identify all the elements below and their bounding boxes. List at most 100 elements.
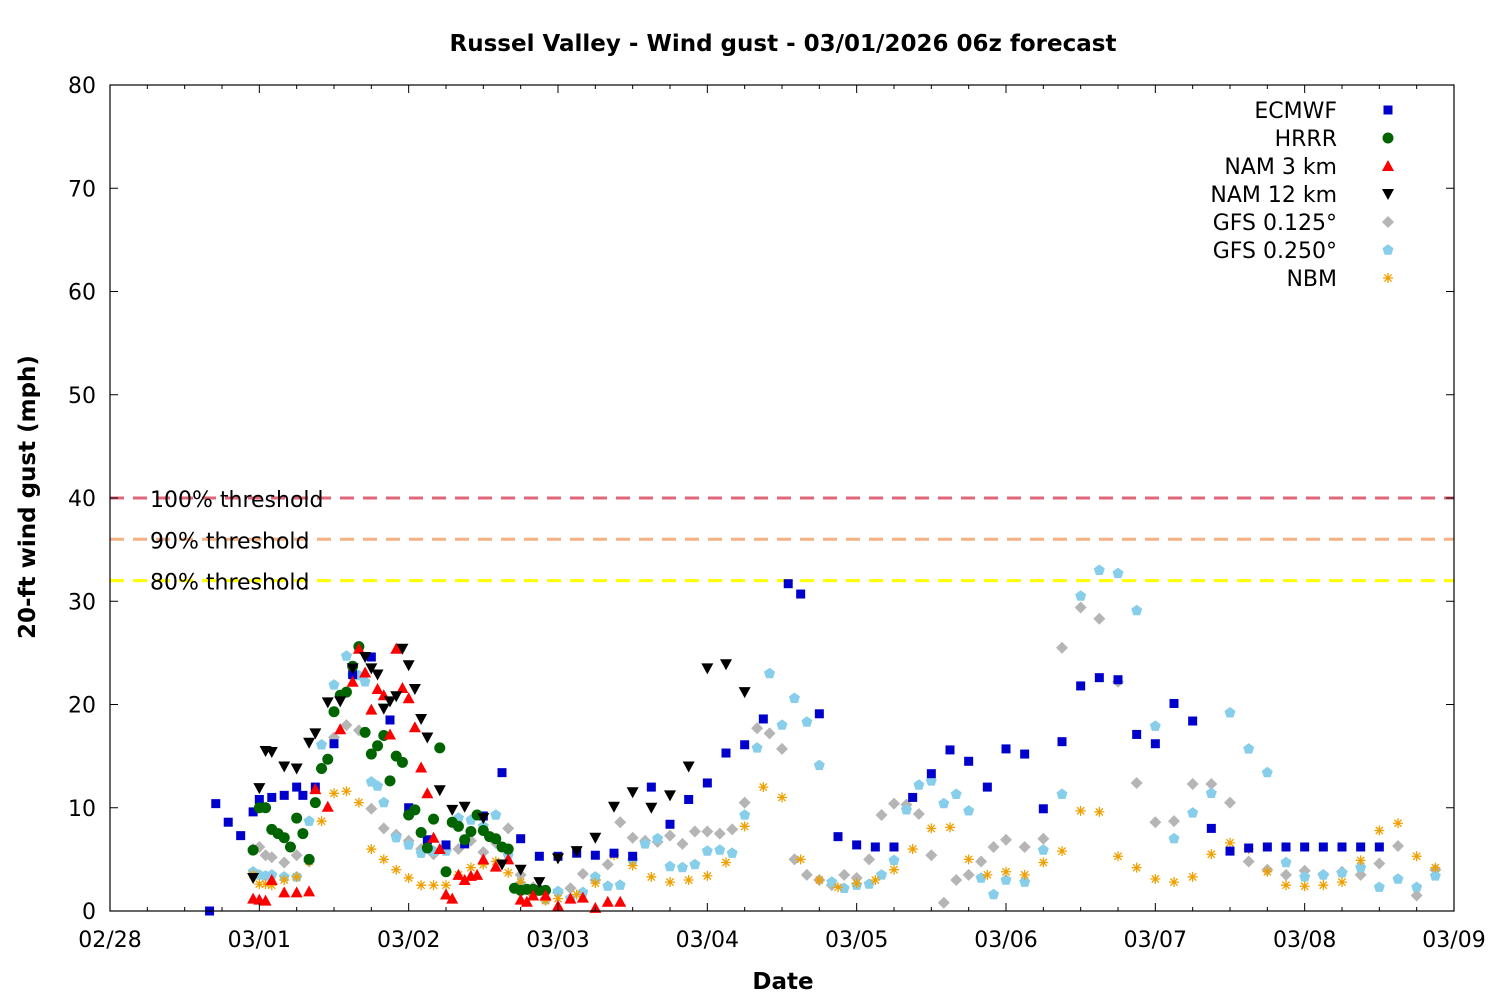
data-point: [1300, 842, 1310, 852]
data-point: [465, 862, 476, 873]
data-point: [290, 886, 303, 898]
data-point: [421, 787, 434, 799]
data-point: [290, 763, 303, 775]
data-point: [1093, 564, 1105, 575]
data-point: [396, 681, 409, 693]
data-point: [534, 851, 544, 861]
data-point: [477, 813, 490, 825]
data-point: [446, 892, 459, 904]
data-point: [1280, 868, 1292, 881]
y-tick-label: 50: [68, 384, 96, 409]
data-point: [427, 831, 440, 843]
data-point: [458, 874, 471, 886]
data-point: [665, 877, 675, 888]
legend-label: NBM: [1286, 267, 1337, 292]
data-point: [1075, 590, 1087, 601]
data-point: [1281, 842, 1291, 852]
data-point: [1392, 873, 1404, 884]
chart-title: Russel Valley - Wind gust - 03/01/2026 0…: [450, 31, 1117, 57]
data-point: [385, 715, 395, 725]
legend-marker: [1382, 132, 1394, 144]
data-point: [1242, 855, 1255, 868]
data-point: [937, 896, 950, 909]
data-point: [740, 740, 750, 750]
data-point: [1373, 881, 1385, 892]
data-point: [496, 859, 508, 871]
data-point: [1337, 877, 1347, 888]
data-point: [352, 642, 365, 654]
data-point: [608, 801, 620, 813]
legend-label: NAM 3 km: [1224, 155, 1337, 180]
y-axis-title: 20-ft wind gust (mph): [15, 355, 41, 639]
data-point: [211, 799, 221, 809]
data-point: [851, 878, 862, 889]
data-point: [346, 663, 359, 675]
data-point: [459, 834, 471, 846]
data-point: [1224, 796, 1236, 809]
data-point: [384, 775, 396, 787]
data-point: [1113, 851, 1123, 862]
data-point: [321, 800, 334, 812]
x-tick-label: 03/01: [228, 928, 291, 953]
data-point: [1187, 871, 1198, 882]
data-point: [683, 875, 694, 886]
data-point: [1131, 862, 1142, 873]
data-point: [316, 763, 328, 775]
data-point: [1374, 842, 1384, 852]
data-point: [428, 813, 440, 825]
data-point: [278, 832, 290, 844]
y-tick-label: 0: [82, 900, 96, 925]
data-point: [814, 709, 824, 719]
data-point: [452, 868, 465, 880]
data-point: [1169, 877, 1179, 888]
data-point: [1299, 881, 1310, 892]
data-point: [763, 727, 776, 740]
data-point: [1001, 744, 1011, 754]
data-point: [800, 868, 813, 881]
data-point: [422, 835, 432, 845]
data-point: [527, 889, 540, 901]
data-point: [260, 879, 271, 890]
data-point: [721, 857, 731, 868]
data-point: [465, 825, 477, 837]
data-point: [1224, 707, 1236, 718]
data-point: [664, 829, 676, 842]
data-point: [520, 895, 533, 907]
legend-marker: [1383, 273, 1393, 283]
data-point: [441, 840, 451, 850]
data-point: [738, 687, 751, 699]
data-point: [589, 832, 602, 844]
data-point: [321, 697, 334, 709]
data-point: [1019, 869, 1030, 880]
series-hrrr: [247, 641, 552, 896]
data-point: [1094, 806, 1105, 817]
data-point: [938, 797, 950, 809]
y-tick-label: 40: [68, 487, 96, 512]
x-tick-label: 03/02: [377, 928, 440, 953]
data-point: [739, 809, 751, 820]
data-point: [552, 853, 564, 865]
data-point: [366, 652, 376, 662]
data-point: [589, 871, 601, 882]
data-point: [614, 816, 627, 829]
data-point: [875, 808, 888, 821]
data-point: [340, 719, 353, 732]
x-tick-label: 03/09: [1422, 928, 1485, 953]
data-point: [614, 895, 627, 907]
data-point: [945, 745, 955, 755]
data-point: [328, 706, 340, 718]
data-point: [626, 831, 639, 844]
legend-label: HRRR: [1275, 127, 1337, 152]
data-point: [1374, 825, 1385, 836]
data-point: [628, 851, 638, 861]
data-point: [359, 726, 371, 738]
data-point: [408, 684, 421, 696]
data-point: [776, 719, 788, 730]
data-point: [378, 854, 389, 865]
data-point: [290, 849, 303, 862]
data-point: [390, 831, 402, 843]
data-point: [1038, 857, 1049, 868]
data-point: [359, 676, 371, 687]
data-point: [1355, 861, 1367, 873]
data-point: [1132, 729, 1142, 739]
